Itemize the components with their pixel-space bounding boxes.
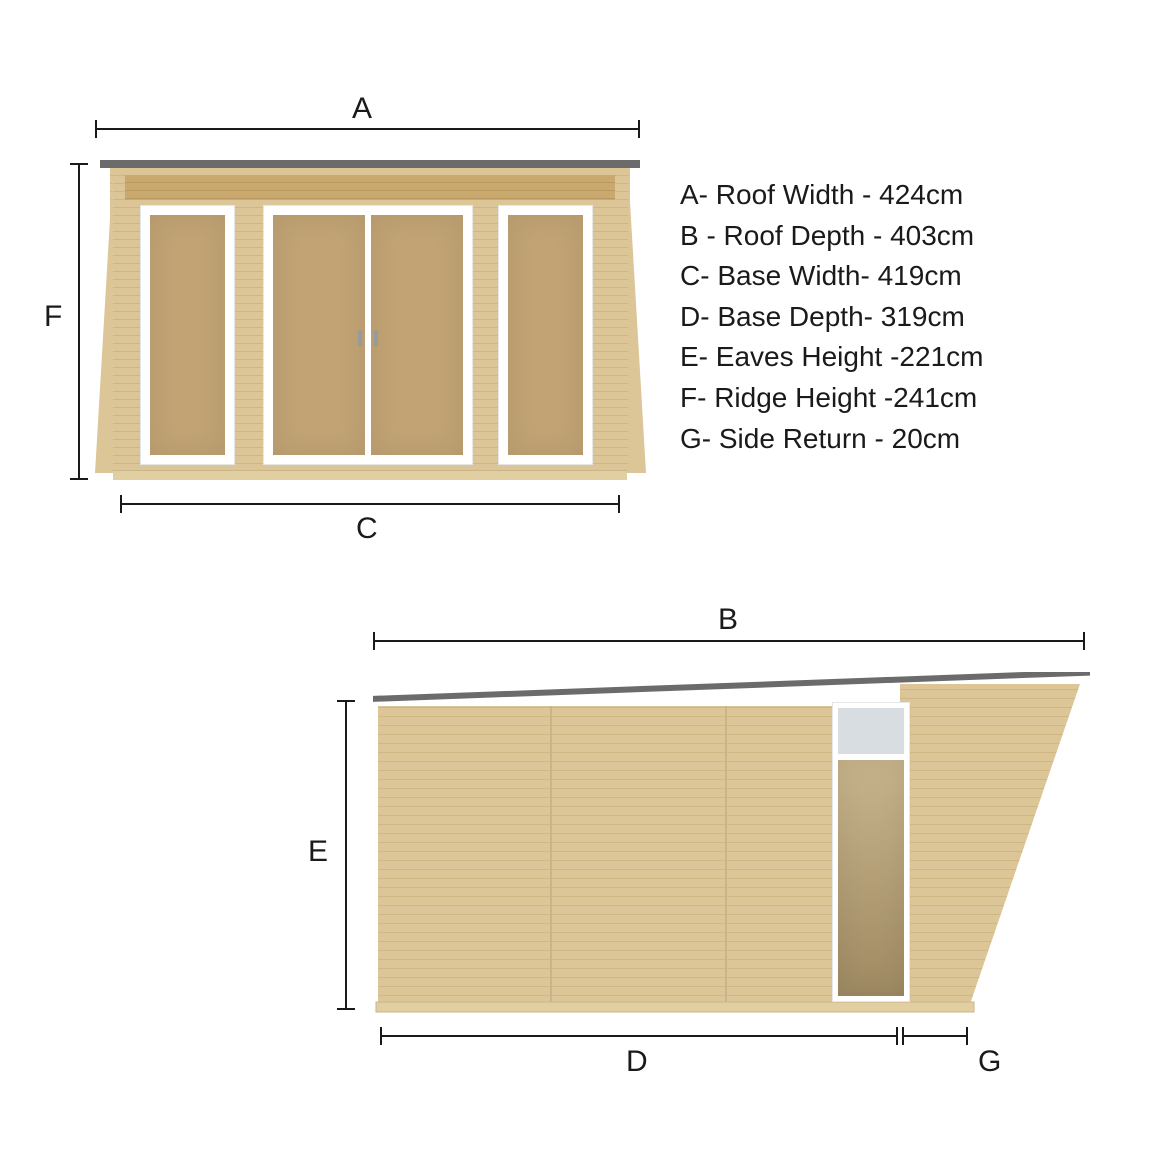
dim-a-cap-r bbox=[638, 120, 640, 138]
dim-e-cap-t bbox=[337, 700, 355, 702]
dim-g-line bbox=[902, 1035, 968, 1037]
front-left-splay bbox=[95, 168, 113, 473]
dimensions-legend: A- Roof Width - 424cm B - Roof Depth - 4… bbox=[680, 175, 983, 459]
dim-e-line bbox=[345, 700, 347, 1010]
dim-c-cap-l bbox=[120, 495, 122, 513]
legend-f: F- Ridge Height -241cm bbox=[680, 378, 983, 419]
dim-b-line bbox=[373, 640, 1085, 642]
dim-f-label: F bbox=[44, 300, 62, 334]
legend-c: C- Base Width- 419cm bbox=[680, 256, 983, 297]
dim-f-cap-t bbox=[70, 163, 88, 165]
dim-f-line bbox=[78, 163, 80, 480]
dim-a-cap-l bbox=[95, 120, 97, 138]
dim-g-cap-r bbox=[966, 1027, 968, 1045]
front-ceiling bbox=[125, 175, 615, 200]
front-roof bbox=[100, 160, 640, 168]
dim-c-line bbox=[120, 503, 620, 505]
dim-d-label: D bbox=[626, 1045, 648, 1079]
dim-b-cap-r bbox=[1083, 632, 1085, 650]
dim-d-cap-l bbox=[380, 1027, 382, 1045]
door-handle-left bbox=[358, 330, 362, 346]
dim-c-cap-r bbox=[618, 495, 620, 513]
side-window-transom bbox=[838, 708, 904, 754]
front-right-window-glass bbox=[508, 215, 583, 455]
dim-b-label: B bbox=[718, 603, 738, 637]
legend-a: A- Roof Width - 424cm bbox=[680, 175, 983, 216]
front-right-splay bbox=[628, 168, 646, 473]
front-left-window-glass bbox=[150, 215, 225, 455]
side-elevation bbox=[370, 672, 1090, 1022]
legend-d: D- Base Depth- 319cm bbox=[680, 297, 983, 338]
dim-c-label: C bbox=[356, 512, 378, 546]
dim-e-label: E bbox=[308, 835, 328, 869]
legend-g: G- Side Return - 20cm bbox=[680, 419, 983, 460]
dim-a-line bbox=[95, 128, 640, 130]
dim-g-cap-l bbox=[902, 1027, 904, 1045]
dim-a-label: A bbox=[352, 92, 372, 126]
side-window-glass bbox=[838, 760, 904, 996]
legend-e: E- Eaves Height -221cm bbox=[680, 337, 983, 378]
dim-d-cap-r bbox=[896, 1027, 898, 1045]
front-base bbox=[113, 470, 627, 480]
door-handle-right bbox=[374, 330, 378, 346]
dim-d-line bbox=[380, 1035, 898, 1037]
front-door-right-glass bbox=[371, 215, 463, 455]
dim-f-cap-b bbox=[70, 478, 88, 480]
legend-b: B - Roof Depth - 403cm bbox=[680, 216, 983, 257]
dim-b-cap-l bbox=[373, 632, 375, 650]
dim-e-cap-b bbox=[337, 1008, 355, 1010]
front-door-left-glass bbox=[273, 215, 365, 455]
dim-g-label: G bbox=[978, 1045, 1001, 1079]
